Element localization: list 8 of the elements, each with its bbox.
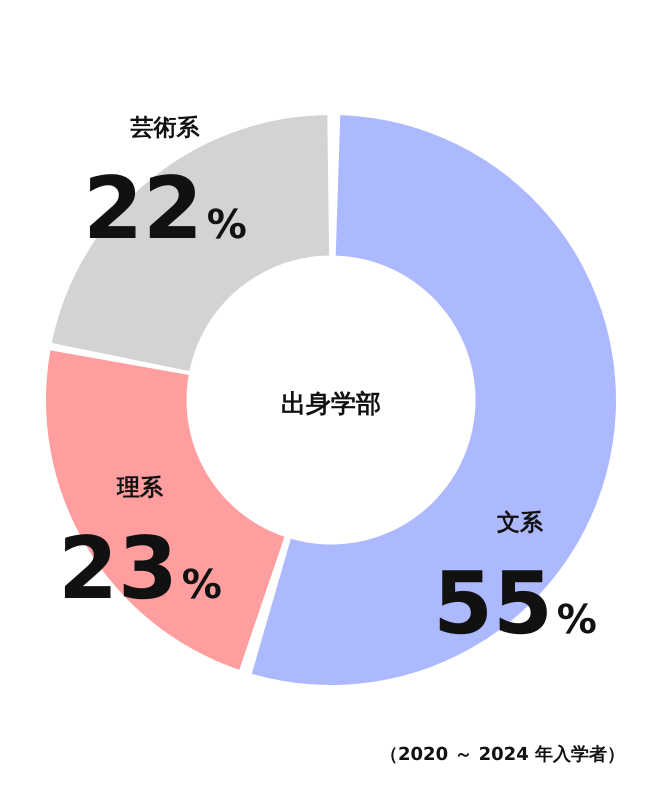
data-label: 22% (83, 159, 247, 259)
data-label: 55% (433, 554, 597, 654)
slice-label: 芸術系 (130, 115, 200, 141)
slice-label: 理系 (116, 475, 164, 501)
text: 出身学部 (281, 389, 381, 418)
text: （2020 ～ 2024 年入学者） (380, 744, 625, 765)
data-label: 23% (58, 519, 222, 619)
slice-label: 文系 (496, 510, 544, 536)
